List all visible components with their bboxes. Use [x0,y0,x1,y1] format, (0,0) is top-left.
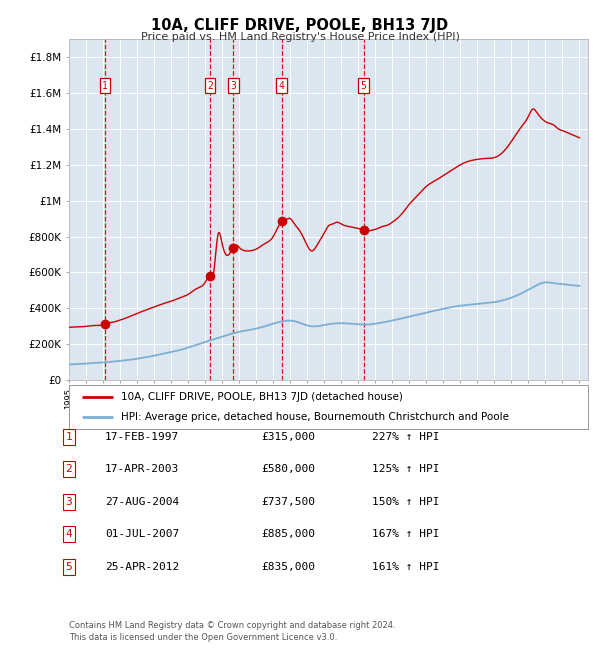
Text: 161% ↑ HPI: 161% ↑ HPI [372,562,439,572]
Text: 167% ↑ HPI: 167% ↑ HPI [372,529,439,539]
Text: 27-AUG-2004: 27-AUG-2004 [105,497,179,507]
Text: Price paid vs. HM Land Registry's House Price Index (HPI): Price paid vs. HM Land Registry's House … [140,32,460,42]
Text: 4: 4 [65,529,73,539]
Text: 125% ↑ HPI: 125% ↑ HPI [372,464,439,474]
Text: £737,500: £737,500 [261,497,315,507]
Text: 17-APR-2003: 17-APR-2003 [105,464,179,474]
Text: 17-FEB-1997: 17-FEB-1997 [105,432,179,442]
Text: £315,000: £315,000 [261,432,315,442]
Text: This data is licensed under the Open Government Licence v3.0.: This data is licensed under the Open Gov… [69,633,337,642]
Text: 150% ↑ HPI: 150% ↑ HPI [372,497,439,507]
Text: 3: 3 [230,81,236,91]
Text: 10A, CLIFF DRIVE, POOLE, BH13 7JD: 10A, CLIFF DRIVE, POOLE, BH13 7JD [151,18,449,33]
Text: 1: 1 [102,81,108,91]
Text: £835,000: £835,000 [261,562,315,572]
Text: 01-JUL-2007: 01-JUL-2007 [105,529,179,539]
Text: 2: 2 [65,464,73,474]
Text: 10A, CLIFF DRIVE, POOLE, BH13 7JD (detached house): 10A, CLIFF DRIVE, POOLE, BH13 7JD (detac… [121,392,403,402]
Text: £580,000: £580,000 [261,464,315,474]
Text: £885,000: £885,000 [261,529,315,539]
Text: 5: 5 [65,562,73,572]
Text: Contains HM Land Registry data © Crown copyright and database right 2024.: Contains HM Land Registry data © Crown c… [69,621,395,630]
Text: 227% ↑ HPI: 227% ↑ HPI [372,432,439,442]
Text: 3: 3 [65,497,73,507]
Text: 4: 4 [279,81,284,91]
Text: HPI: Average price, detached house, Bournemouth Christchurch and Poole: HPI: Average price, detached house, Bour… [121,412,509,422]
Text: 2: 2 [207,81,213,91]
Text: 1: 1 [65,432,73,442]
Text: 25-APR-2012: 25-APR-2012 [105,562,179,572]
Text: 5: 5 [361,81,367,91]
